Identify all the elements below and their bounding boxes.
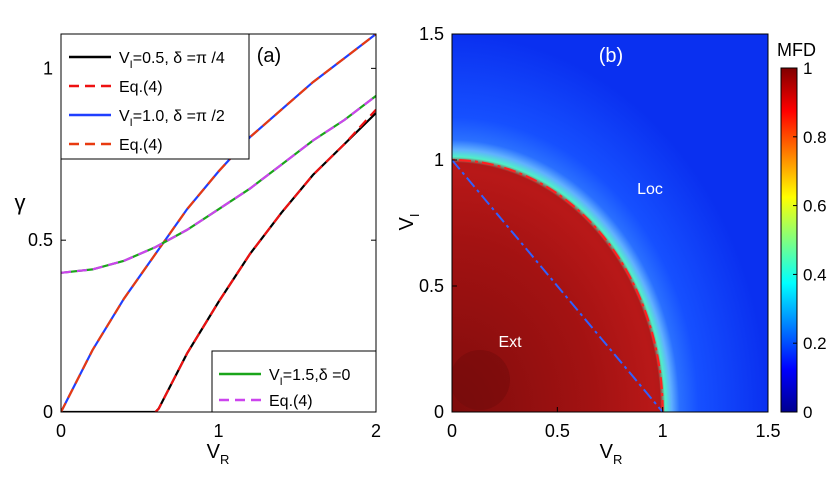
x-tick-label-b: 0 (447, 421, 457, 441)
panel-a-label: (a) (257, 45, 281, 67)
panel-b-xlabel: VR (600, 441, 623, 467)
legend-label: VI=1.5,δ =0 (269, 367, 350, 388)
legend-label: Eq.(4) (119, 137, 163, 154)
y-tick-label-a: 0 (43, 402, 53, 422)
panel-a-xlabel: VR (207, 441, 230, 467)
series-line-1 (154, 108, 376, 412)
legend-top-box (60, 33, 250, 160)
y-tick-label-b: 0 (434, 402, 444, 422)
legend-label: Eq.(4) (269, 393, 313, 410)
legend-top: VI=0.5, δ =π /4 Eq.(4) VI=1.0, δ =π /2 Eq.(… (60, 33, 250, 160)
heatmap-dark-patch (452, 350, 510, 410)
y-tick-label-a: 1 (43, 58, 53, 78)
colorbar-title: MFD (777, 40, 816, 60)
y-tick-label-b: 0.5 (419, 276, 444, 296)
panel-a: 0 1 200.51 VR γ (a) VI=0.5, δ =π /4Eq.(4)V… (15, 33, 381, 467)
x-tick-label-a: 0 (56, 421, 66, 441)
colorbar: MFD 0 0.2 0.4 0.6 0.8 1 (777, 40, 827, 422)
region-label-loc: Loc (637, 181, 663, 198)
colorbar-tick-label: 0.2 (803, 334, 827, 353)
y-tick-label-b: 1 (434, 150, 444, 170)
x-tick-label-a: 1 (213, 421, 223, 441)
panel-b-frame (451, 33, 769, 413)
panel-b-ylabel: VI (396, 214, 422, 231)
legend-bottom: VI=1.5,δ =0 Eq.(4) (211, 350, 377, 413)
x-tick-label-b: 0.5 (545, 421, 570, 441)
colorbar-tick-label: 0.6 (803, 197, 827, 216)
x-tick-label-b: 1.5 (755, 421, 780, 441)
legend-label: VI=0.5, δ =π /4 (119, 50, 225, 71)
colorbar-tick-label: 0 (803, 403, 812, 422)
region-label-ext: Ext (498, 334, 522, 351)
heatmap-field (452, 34, 768, 412)
boundary-circle (452, 158, 664, 412)
colorbar-scale (780, 67, 798, 413)
series-line-5 (61, 95, 376, 274)
x-tick-label-a: 2 (371, 421, 381, 441)
boundary-line (452, 159, 664, 412)
legend-label: VI=1.0, δ =π /2 (119, 108, 225, 129)
legend-bottom-box (211, 350, 377, 413)
y-tick-label-a: 0.5 (28, 230, 53, 250)
colorbar-tick-label: 0.8 (803, 128, 827, 147)
legend-label: Eq.(4) (119, 79, 163, 96)
colorbar-tick-label: 0.4 (803, 265, 827, 284)
panel-b-label: (b) (599, 45, 623, 67)
series-line-3 (61, 34, 376, 412)
x-tick-label-b: 1 (658, 421, 668, 441)
y-tick-label-b: 1.5 (419, 24, 444, 44)
panel-b: 0 0.5 1 1.5 0 0.5 1 1.5 (b) Ext Loc VR VI (396, 24, 781, 467)
panel-a-ylabel: γ (15, 190, 26, 215)
colorbar-tick-label: 1 (803, 59, 812, 78)
